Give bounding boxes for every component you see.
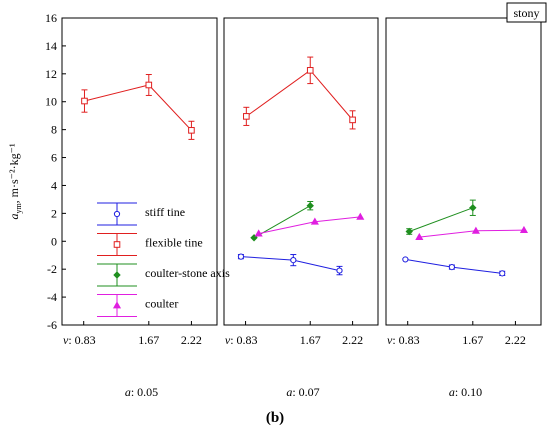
series-line: [84, 84, 192, 131]
data-point: [405, 227, 413, 236]
legend-label: stiff tine: [145, 205, 185, 219]
y-tick-label: 12: [45, 67, 57, 81]
legend-marker: [112, 301, 122, 309]
series-line: [419, 229, 524, 238]
x-tick-label: 2.22: [342, 333, 363, 347]
x-tick-label: 1.67: [138, 333, 159, 347]
y-tick-label: 16: [45, 11, 57, 25]
x-tick-value: : 0.83: [230, 333, 257, 347]
y-tick-label: 8: [51, 123, 57, 137]
panel-label: a: 0.05: [125, 385, 158, 399]
y-tick-label: -4: [47, 290, 57, 304]
panel-label: a: 0.07: [286, 385, 319, 399]
stony-badge-text: stony: [513, 6, 539, 20]
y-axis-label: aym, m·s⁻²·kg⁻¹: [7, 143, 23, 219]
series-line: [246, 69, 353, 121]
y-tick-label: 0: [51, 234, 57, 248]
panel-label-symbol: a: [449, 385, 455, 399]
panel-label: a: 0.10: [449, 385, 482, 399]
data-point: [499, 270, 506, 277]
data-point: [290, 257, 297, 264]
series-line: [240, 256, 340, 272]
x-tick-label: 1.67: [462, 333, 483, 347]
x-tick-label: v: 0.83: [225, 333, 258, 347]
panel-label-symbol: a: [286, 385, 292, 399]
y-tick-label: 4: [51, 178, 57, 192]
series-line: [409, 207, 473, 232]
x-tick-label: 1.67: [300, 333, 321, 347]
panel-label-value: : 0.05: [131, 385, 158, 399]
data-point: [469, 204, 477, 212]
legend-label: flexible tine: [145, 236, 203, 250]
y-axis-label-subscript: ym: [14, 203, 23, 214]
data-point: [448, 263, 455, 271]
legend-label: coulter: [145, 297, 178, 311]
y-axis-label-units: , m·s⁻²·kg⁻¹: [7, 143, 21, 203]
x-tick-label: 2.22: [181, 333, 202, 347]
data-point: [471, 226, 480, 234]
panel-label-value: : 0.10: [455, 385, 482, 399]
data-point: [81, 97, 88, 105]
data-point: [415, 232, 424, 240]
x-tick-prefix: v: [63, 333, 69, 347]
y-tick-label: -2: [47, 262, 57, 276]
y-tick-label: -6: [47, 318, 57, 332]
data-point: [306, 67, 314, 74]
data-point: [306, 201, 314, 210]
panel-label-value: : 0.07: [292, 385, 319, 399]
figure-caption: (b): [265, 410, 285, 426]
legend-marker: [113, 271, 121, 279]
panel-frame: [223, 17, 379, 326]
x-tick-label: v: 0.83: [387, 333, 420, 347]
data-point: [254, 229, 263, 237]
legend-label: coulter-stone axis: [145, 266, 230, 280]
data-point: [349, 116, 356, 124]
data-point: [310, 217, 319, 225]
x-tick-prefix: v: [225, 333, 231, 347]
series-line: [258, 216, 361, 235]
data-point: [336, 267, 343, 274]
y-tick-label: 14: [45, 39, 57, 53]
panel-label-symbol: a: [125, 385, 131, 399]
data-point: [356, 212, 365, 220]
x-tick-label: 2.22: [505, 333, 526, 347]
legend-marker: [113, 210, 121, 218]
panel-frame: [61, 17, 218, 326]
data-point: [402, 256, 409, 263]
x-tick-label: v: 0.83: [63, 333, 96, 347]
panel-frame: [385, 17, 542, 326]
legend-marker: [113, 241, 121, 248]
data-point: [188, 127, 195, 134]
data-point: [243, 113, 250, 120]
y-tick-label: 6: [51, 151, 57, 165]
x-tick-value: : 0.83: [392, 333, 419, 347]
data-point: [145, 81, 153, 89]
stony-badge: [506, 2, 547, 23]
data-point: [519, 225, 529, 234]
x-tick-value: : 0.83: [68, 333, 95, 347]
data-point: [237, 253, 245, 260]
x-tick-prefix: v: [387, 333, 393, 347]
y-axis-label-symbol: a: [7, 214, 21, 220]
y-tick-label: 10: [45, 95, 57, 109]
y-tick-label: 2: [51, 206, 57, 220]
